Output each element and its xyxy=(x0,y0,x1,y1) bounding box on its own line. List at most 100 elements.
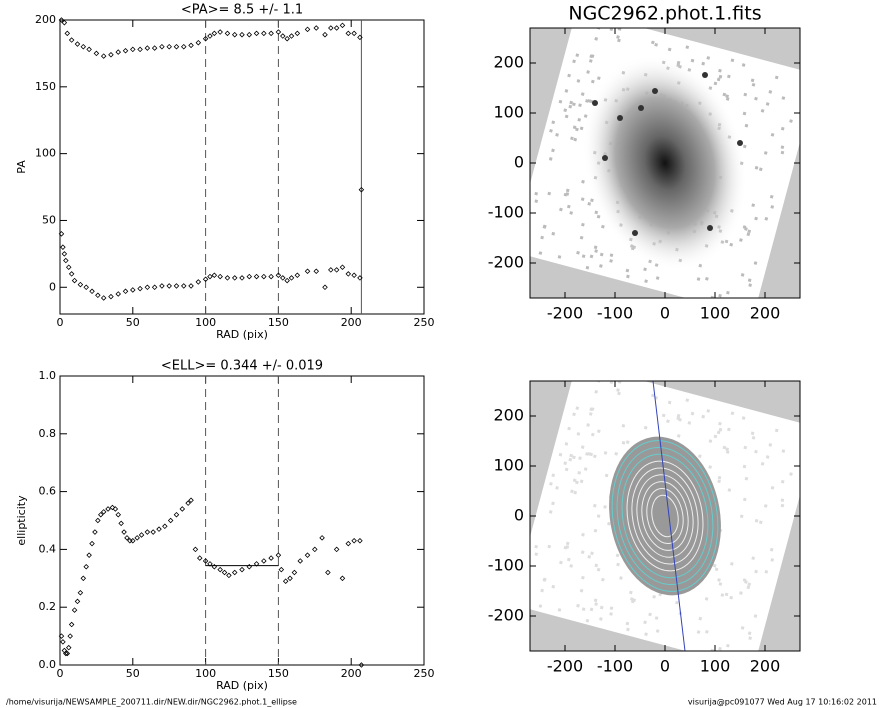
point xyxy=(333,546,340,553)
noise xyxy=(589,254,594,259)
noise xyxy=(654,42,658,47)
noise xyxy=(519,243,523,247)
noise xyxy=(547,544,552,549)
point xyxy=(231,275,238,281)
noise xyxy=(770,205,775,209)
point xyxy=(288,275,295,281)
noise xyxy=(563,461,568,466)
point xyxy=(180,43,187,50)
point xyxy=(63,650,69,657)
point xyxy=(357,537,363,544)
point xyxy=(333,267,340,273)
point xyxy=(284,35,290,42)
noise xyxy=(751,203,756,208)
point xyxy=(253,273,260,280)
y-tick-label: 0 xyxy=(514,506,524,525)
noise xyxy=(609,253,614,258)
x-tick-label: 150 xyxy=(268,316,289,329)
point xyxy=(144,529,151,535)
noise xyxy=(559,560,563,565)
noise xyxy=(644,279,648,284)
y-axis-label: PA xyxy=(15,160,28,174)
noise xyxy=(729,595,734,600)
point xyxy=(297,558,304,564)
y-tick-label: 200 xyxy=(35,13,56,26)
noise xyxy=(717,475,722,480)
noise xyxy=(586,423,590,427)
noise xyxy=(594,390,599,394)
noise xyxy=(651,40,655,45)
noise xyxy=(654,616,659,620)
noise xyxy=(754,96,758,101)
x-tick-label: 200 xyxy=(341,667,362,680)
noise xyxy=(753,261,758,265)
noise xyxy=(651,393,655,398)
point xyxy=(60,639,66,645)
noise xyxy=(758,520,763,525)
noise xyxy=(718,293,722,298)
noise xyxy=(576,79,581,83)
noise xyxy=(573,137,578,142)
point xyxy=(58,231,65,237)
isophote xyxy=(641,481,689,551)
point xyxy=(151,284,158,291)
point xyxy=(100,295,107,301)
point xyxy=(192,546,199,553)
point xyxy=(322,284,328,291)
noise xyxy=(743,445,748,450)
noise xyxy=(781,449,786,453)
noise xyxy=(704,597,709,601)
noise xyxy=(547,191,552,196)
point xyxy=(275,272,282,279)
noise xyxy=(575,480,579,485)
x-tick-label: 0 xyxy=(57,667,64,680)
noise xyxy=(698,616,703,621)
noise xyxy=(581,607,586,611)
point xyxy=(63,257,69,264)
noise xyxy=(581,532,585,537)
y-tick-label: 100 xyxy=(35,147,56,160)
noise xyxy=(579,588,584,593)
noise xyxy=(617,38,621,43)
noise xyxy=(769,194,774,199)
point xyxy=(173,511,180,518)
noise xyxy=(643,620,647,625)
point xyxy=(137,46,143,53)
point xyxy=(339,264,346,270)
noise xyxy=(589,607,594,612)
point xyxy=(108,293,114,300)
point xyxy=(167,517,174,524)
point xyxy=(231,31,238,38)
noise xyxy=(676,434,681,438)
noise xyxy=(538,251,543,255)
point xyxy=(211,563,218,570)
noise xyxy=(549,128,553,133)
noise xyxy=(573,490,578,495)
point xyxy=(185,500,191,506)
point xyxy=(313,268,320,275)
point xyxy=(284,277,290,284)
point xyxy=(61,19,68,26)
x-tick-label: 200 xyxy=(750,304,781,323)
point xyxy=(144,284,151,291)
noise xyxy=(570,489,574,494)
noise xyxy=(648,612,652,617)
star xyxy=(592,100,598,106)
noise xyxy=(751,82,756,87)
noise xyxy=(594,563,599,568)
point xyxy=(58,17,65,23)
noise xyxy=(585,265,590,270)
point xyxy=(89,540,95,547)
point xyxy=(188,497,194,504)
noise xyxy=(742,144,747,149)
point xyxy=(239,275,245,281)
point xyxy=(202,558,209,564)
point xyxy=(64,30,71,37)
point xyxy=(195,279,202,285)
noise xyxy=(621,423,626,428)
y-tick-label: 50 xyxy=(42,213,56,226)
noise xyxy=(770,558,775,562)
point xyxy=(138,532,145,538)
noise xyxy=(569,564,574,568)
